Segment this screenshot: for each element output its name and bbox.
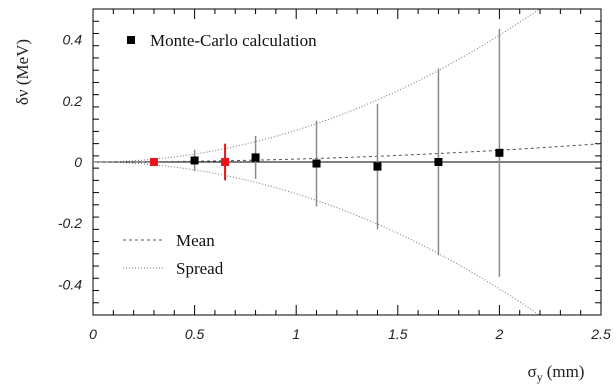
data-point [190, 156, 199, 165]
data-point [434, 158, 443, 166]
legend-label-monte-carlo: Monte-Carlo calculation [150, 31, 317, 50]
x-tick-label: 2.5 [590, 326, 611, 342]
y-axis-label: δν (MeV) [13, 39, 32, 105]
x-tick-label: 1.5 [388, 326, 408, 342]
legend: Monte-Carlo calculation Mean Spread [123, 31, 317, 278]
y-tick-label: 0.2 [63, 93, 83, 109]
mean-curve [93, 143, 601, 163]
x-axis-label-main: σ [528, 362, 537, 381]
y-tick-label: 0 [74, 154, 82, 170]
x-tick-label: 0.5 [185, 326, 205, 342]
x-tick-label: 0 [89, 326, 97, 342]
x-axis-label-sub: y [537, 370, 543, 384]
spread-curve-upper [93, 9, 541, 163]
x-axis-label: σy (mm) [528, 362, 585, 384]
y-tick-label: 0.4 [63, 32, 83, 48]
legend-marker-monte-carlo [127, 36, 135, 44]
red-data-point [149, 158, 158, 166]
data-point [312, 159, 321, 168]
y-tick-label: -0.4 [58, 276, 82, 292]
curves [93, 9, 601, 315]
legend-label-mean: Mean [176, 231, 215, 250]
x-axis-label-unit: (mm) [547, 362, 585, 381]
ticks [92, 8, 602, 316]
markers [149, 148, 504, 171]
tick-labels: 0 0.5 1 1.5 2 2.5 -0.4 -0.2 0 0.2 0.4 [58, 32, 611, 342]
legend-label-spread: Spread [176, 259, 224, 278]
spread-curve-lower [93, 161, 541, 315]
data-point [373, 162, 382, 171]
red-data-point [221, 158, 230, 166]
x-tick-label: 2 [495, 326, 504, 342]
x-tick-label: 1 [292, 326, 300, 342]
data-point [495, 148, 504, 157]
data-point [251, 153, 260, 162]
y-tick-label: -0.2 [58, 215, 82, 231]
